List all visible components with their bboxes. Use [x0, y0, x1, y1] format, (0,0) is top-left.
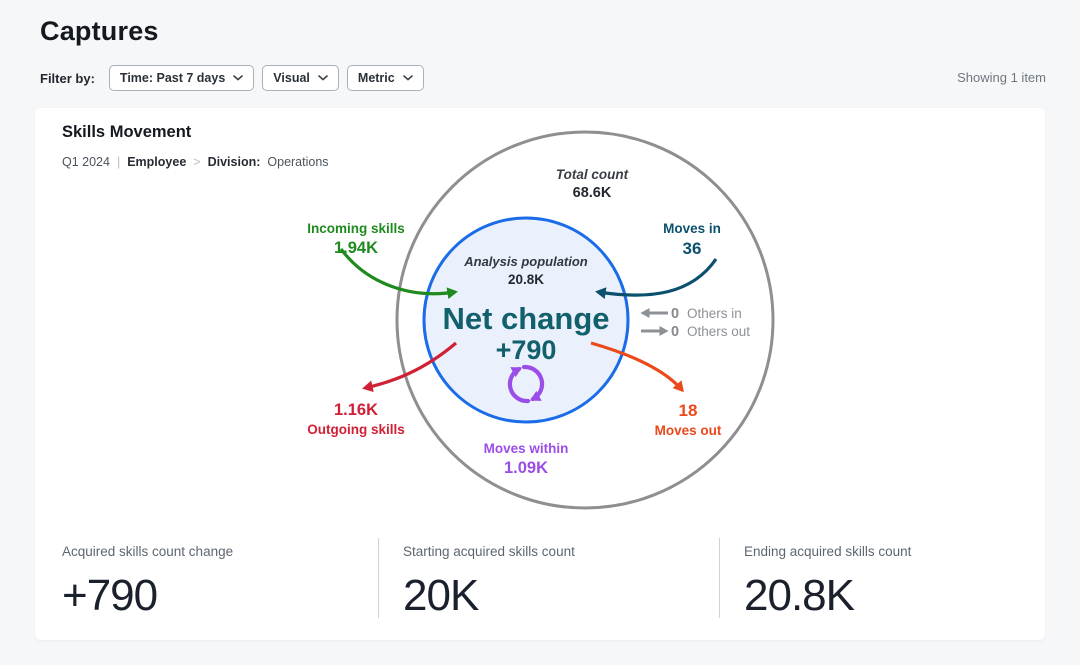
stats-row: Acquired skills count change +790 Starti… — [62, 536, 1018, 621]
total-count-label: Total count — [556, 167, 629, 182]
chevron-down-icon — [318, 75, 328, 81]
moves-in-label: Moves in — [663, 221, 721, 236]
breadcrumb-entity: Employee — [127, 155, 187, 169]
stat-ending-count: Ending acquired skills count 20.8K — [720, 536, 1018, 621]
moves-out-value: 18 — [679, 401, 698, 420]
breadcrumb-dimension-value: Operations — [267, 155, 329, 169]
card-title: Skills Movement — [62, 123, 192, 141]
moves-in-value: 36 — [683, 239, 702, 258]
moves-out-arrow — [590, 341, 684, 393]
stat-label: Ending acquired skills count — [744, 544, 912, 559]
others-out-value: 0 — [671, 324, 679, 340]
filter-time-dropdown[interactable]: Time: Past 7 days — [108, 65, 255, 91]
breadcrumb-dimension: Division: — [207, 155, 261, 169]
others-in-value: 0 — [671, 306, 679, 322]
breadcrumb-period: Q1 2024 — [62, 155, 110, 169]
analysis-population-value: 20.8K — [508, 272, 544, 287]
skills-movement-card: Skills Movement Q1 2024 | Employee > Div… — [35, 108, 1045, 640]
page-title: Captures — [40, 16, 159, 46]
stat-acquired-change: Acquired skills count change +790 — [62, 536, 378, 621]
incoming-skills-value: 1.94K — [334, 239, 378, 257]
stat-label: Starting acquired skills count — [403, 544, 575, 559]
breadcrumb-divider: | — [116, 155, 121, 169]
showing-count: Showing 1 item — [957, 70, 1046, 85]
incoming-skills-label: Incoming skills — [307, 221, 405, 236]
stat-value: +790 — [62, 571, 158, 620]
analysis-population-circle — [422, 216, 630, 424]
moves-in-arrow — [595, 258, 718, 300]
filter-visual-dropdown[interactable]: Visual — [262, 65, 339, 91]
others-out-label: Others out — [687, 324, 750, 339]
filter-time-label: Time: Past 7 days — [119, 71, 226, 85]
incoming-skills-arrow — [339, 248, 458, 300]
outgoing-skills-label: Outgoing skills — [307, 422, 405, 437]
chevron-down-icon — [402, 75, 413, 81]
breadcrumb-arrow: > — [193, 155, 201, 169]
skills-movement-diagram: Total count 68.6K Incoming skills 1.94K … — [307, 130, 775, 510]
filter-bar: Filter by: Time: Past 7 days Visual Metr… — [40, 64, 432, 92]
total-population-circle — [395, 130, 775, 510]
outgoing-skills-arrow — [362, 341, 458, 393]
stat-value: 20.8K — [744, 571, 855, 620]
outgoing-skills-value: 1.16K — [334, 401, 378, 419]
chevron-down-icon — [233, 75, 244, 81]
moves-out-label: Moves out — [655, 423, 722, 438]
moves-within-label: Moves within — [484, 441, 569, 456]
others-in-label: Others in — [687, 306, 742, 321]
cycle-arrows-icon — [507, 364, 545, 404]
stats-divider — [719, 538, 720, 618]
total-count-value: 68.6K — [573, 185, 612, 201]
stat-label: Acquired skills count change — [62, 544, 234, 559]
net-change-label: Net change — [442, 301, 609, 336]
breadcrumb: Q1 2024 | Employee > Division: Operation… — [62, 155, 329, 169]
filter-visual-label: Visual — [273, 71, 310, 85]
stats-divider — [378, 538, 379, 618]
stat-starting-count: Starting acquired skills count 20K — [379, 536, 719, 621]
filter-metric-label: Metric — [357, 71, 395, 85]
filter-metric-dropdown[interactable]: Metric — [346, 65, 424, 91]
moves-within-value: 1.09K — [504, 459, 548, 477]
filter-by-label: Filter by: — [40, 70, 95, 86]
analysis-population-label: Analysis population — [463, 254, 588, 269]
net-change-value: +790 — [496, 335, 557, 365]
stat-value: 20K — [403, 571, 479, 620]
